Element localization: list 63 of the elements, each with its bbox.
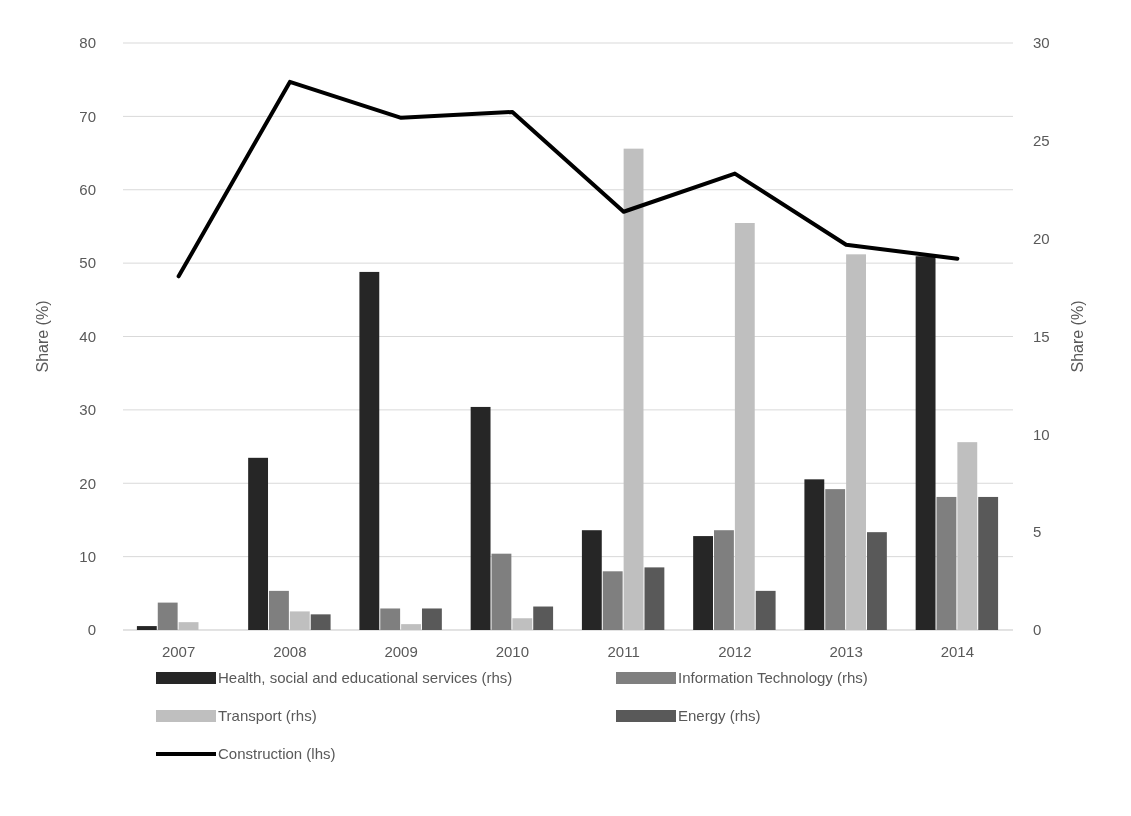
x-tick-label: 2011 bbox=[607, 643, 640, 660]
bar bbox=[866, 532, 887, 630]
x-tick-label: 2013 bbox=[829, 643, 863, 660]
x-tick-label: 2007 bbox=[161, 643, 196, 660]
y2-axis-title: Share (%) bbox=[1069, 300, 1086, 373]
bar bbox=[421, 608, 442, 630]
y2-tick-label: 25 bbox=[1033, 132, 1050, 150]
bar bbox=[755, 590, 776, 630]
y-tick-label: 10 bbox=[79, 547, 96, 565]
y-tick-label: 0 bbox=[87, 621, 96, 639]
y-axis-title: Share (%) bbox=[34, 300, 51, 373]
legend-label: Information Technology (rhs) bbox=[678, 669, 868, 687]
line-series bbox=[176, 79, 960, 279]
bar bbox=[310, 614, 331, 630]
legend-label: Energy (rhs) bbox=[678, 707, 761, 725]
bar bbox=[248, 457, 269, 630]
y2-tick-label: 15 bbox=[1033, 327, 1050, 345]
y-tick-label: 50 bbox=[79, 254, 96, 272]
legend-label: Transport (rhs) bbox=[218, 707, 317, 725]
legend-label: Construction (lhs) bbox=[218, 745, 336, 763]
bar bbox=[491, 553, 512, 630]
bar bbox=[825, 489, 846, 630]
bar bbox=[269, 590, 289, 630]
legend-label: Health, social and educational services (rhs) bbox=[218, 669, 513, 687]
bar bbox=[846, 254, 866, 630]
bar bbox=[957, 442, 978, 630]
bar bbox=[915, 256, 936, 630]
y-tick-label: 60 bbox=[79, 181, 96, 198]
bar bbox=[470, 406, 491, 630]
bar bbox=[512, 618, 533, 630]
y-tick-label: 80 bbox=[79, 34, 96, 52]
bar bbox=[804, 479, 825, 630]
bar bbox=[714, 530, 734, 630]
bar bbox=[602, 571, 623, 630]
bar bbox=[359, 271, 380, 630]
y2-tick-label: 10 bbox=[1033, 425, 1050, 443]
bar bbox=[623, 148, 644, 630]
y-tick-label: 70 bbox=[79, 107, 96, 125]
y-tick-label: 40 bbox=[79, 327, 96, 345]
y2-tick-label: 5 bbox=[1033, 523, 1042, 541]
bar bbox=[936, 496, 957, 630]
bar bbox=[401, 624, 421, 630]
bar bbox=[178, 622, 199, 630]
bar bbox=[289, 611, 310, 630]
bar bbox=[380, 608, 401, 630]
x-tick-label: 2010 bbox=[495, 643, 530, 660]
bar bbox=[581, 530, 602, 630]
y-tick-label: 20 bbox=[79, 474, 96, 492]
x-tick-label: 2009 bbox=[384, 643, 418, 660]
y2-tick-label: 30 bbox=[1033, 34, 1050, 52]
x-tick-label: 2008 bbox=[273, 643, 307, 660]
y2-tick-label: 0 bbox=[1033, 621, 1042, 639]
bar bbox=[734, 223, 755, 630]
bar bbox=[978, 496, 999, 630]
bar bbox=[136, 626, 157, 630]
x-tick-label: 2012 bbox=[718, 643, 752, 660]
bar bbox=[533, 606, 554, 630]
y2-tick-label: 20 bbox=[1033, 229, 1050, 247]
bar bbox=[693, 536, 714, 630]
y-tick-label: 30 bbox=[79, 401, 96, 419]
bar bbox=[644, 567, 665, 630]
x-tick-label: 2014 bbox=[940, 643, 975, 660]
bar bbox=[157, 602, 178, 630]
